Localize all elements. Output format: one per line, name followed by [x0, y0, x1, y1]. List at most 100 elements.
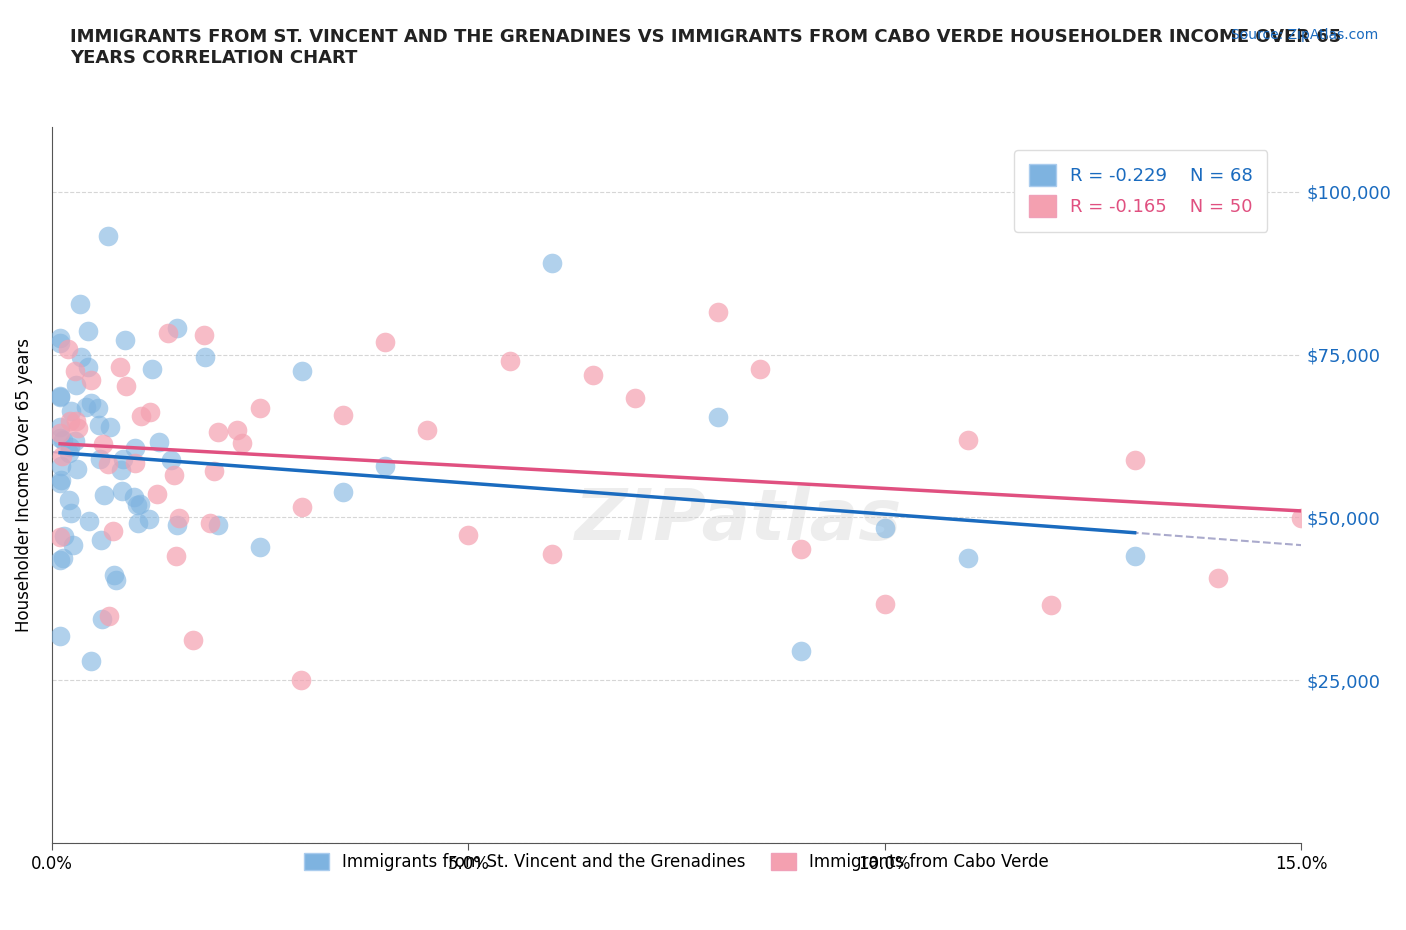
Point: [58, 492, 80, 507]
Point: [60, 404, 83, 418]
Point: [110, 360, 132, 375]
Point: [63, 433, 86, 448]
Point: [122, 489, 145, 504]
Point: [873, 597, 896, 612]
Y-axis label: Householder Income Over 65 years: Householder Income Over 65 years: [15, 338, 32, 631]
Point: [101, 524, 124, 538]
Point: [103, 567, 125, 582]
Point: [1040, 597, 1063, 612]
Point: [80, 396, 103, 411]
Point: [59, 506, 82, 521]
Point: [163, 468, 186, 483]
Point: [49, 629, 72, 644]
Point: [75, 399, 97, 414]
Point: [59, 440, 82, 455]
Point: [110, 463, 132, 478]
Point: [167, 511, 190, 525]
Point: [91, 612, 114, 627]
Point: [124, 456, 146, 471]
Point: [202, 463, 225, 478]
Point: [49, 458, 72, 473]
Point: [49, 390, 72, 405]
Point: [790, 644, 813, 658]
Point: [49, 336, 72, 351]
Point: [97, 457, 120, 472]
Point: [51, 448, 73, 463]
Point: [112, 452, 135, 467]
Point: [91, 436, 114, 451]
Point: [540, 547, 562, 562]
Point: [165, 549, 187, 564]
Point: [415, 422, 437, 437]
Point: [194, 350, 217, 365]
Point: [291, 364, 314, 379]
Point: [80, 373, 103, 388]
Legend: Immigrants from St. Vincent and the Grenadines, Immigrants from Cabo Verde: Immigrants from St. Vincent and the Gren…: [298, 846, 1056, 878]
Point: [49, 426, 72, 441]
Point: [225, 423, 247, 438]
Point: [166, 517, 188, 532]
Point: [70, 350, 93, 365]
Point: [62, 538, 84, 552]
Point: [1206, 570, 1229, 585]
Point: [90, 533, 112, 548]
Point: [707, 305, 730, 320]
Point: [49, 389, 72, 404]
Point: [77, 514, 100, 529]
Point: [89, 418, 111, 432]
Point: [67, 420, 90, 435]
Point: [139, 405, 162, 419]
Point: [98, 419, 121, 434]
Point: [582, 367, 605, 382]
Point: [166, 321, 188, 336]
Point: [207, 517, 229, 532]
Point: [124, 441, 146, 456]
Text: IMMIGRANTS FROM ST. VINCENT AND THE GRENADINES VS IMMIGRANTS FROM CABO VERDE HOU: IMMIGRANTS FROM ST. VINCENT AND THE GREN…: [70, 28, 1341, 67]
Point: [49, 552, 72, 567]
Point: [290, 673, 312, 688]
Point: [707, 410, 730, 425]
Point: [138, 512, 160, 526]
Point: [193, 328, 215, 343]
Point: [332, 485, 354, 499]
Point: [58, 445, 80, 460]
Point: [291, 499, 314, 514]
Point: [181, 632, 204, 647]
Point: [127, 498, 149, 512]
Point: [66, 462, 89, 477]
Point: [49, 475, 72, 490]
Point: [1291, 511, 1313, 525]
Point: [957, 551, 980, 565]
Point: [49, 530, 72, 545]
Point: [374, 458, 396, 473]
Point: [540, 255, 562, 270]
Point: [141, 362, 163, 377]
Point: [748, 362, 770, 377]
Point: [1123, 453, 1146, 468]
Point: [93, 487, 115, 502]
Point: [86, 401, 108, 416]
Point: [249, 401, 271, 416]
Point: [49, 431, 72, 445]
Point: [76, 360, 98, 375]
Point: [76, 324, 98, 339]
Point: [69, 297, 91, 312]
Point: [332, 407, 354, 422]
Point: [457, 527, 479, 542]
Point: [957, 432, 980, 447]
Point: [129, 497, 152, 512]
Point: [97, 229, 120, 244]
Point: [49, 419, 72, 434]
Point: [148, 434, 170, 449]
Point: [49, 330, 72, 345]
Point: [80, 654, 103, 669]
Point: [790, 541, 813, 556]
Point: [59, 414, 82, 429]
Point: [65, 414, 87, 429]
Point: [624, 391, 647, 405]
Point: [65, 378, 87, 392]
Point: [111, 483, 134, 498]
Point: [156, 326, 179, 340]
Point: [160, 452, 183, 467]
Point: [129, 408, 152, 423]
